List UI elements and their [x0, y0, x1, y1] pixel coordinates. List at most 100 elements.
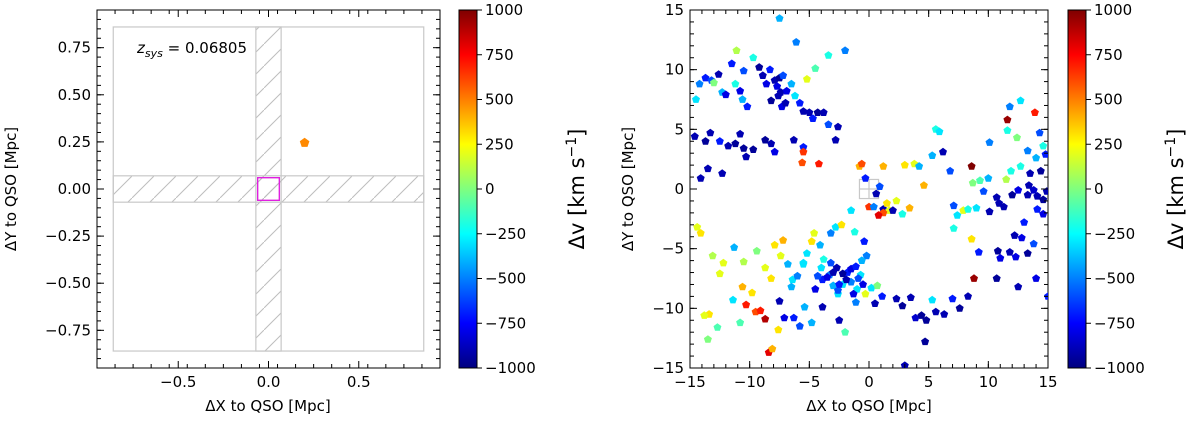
right-ticks: −15 −10 −5 0 5 10 15 −15 −10 −5 0 5 10 15	[652, 1, 1057, 391]
data-point	[905, 203, 914, 212]
data-point	[1024, 181, 1033, 189]
data-point	[824, 51, 833, 59]
data-point	[708, 251, 717, 260]
data-point	[736, 86, 745, 95]
data-point	[761, 314, 770, 323]
data-point	[867, 283, 876, 292]
left-xlabel: ΔX to QSO [Mpc]	[205, 397, 330, 415]
data-point	[1041, 150, 1048, 158]
data-point	[767, 139, 776, 148]
colorbar-tick-label: −1000	[485, 359, 536, 377]
data-point	[928, 295, 937, 304]
data-point	[718, 169, 727, 177]
data-point	[803, 249, 811, 257]
data-point	[1030, 108, 1039, 116]
data-point	[1016, 96, 1025, 105]
data-point	[853, 285, 862, 293]
data-point	[921, 337, 930, 346]
data-point	[767, 96, 776, 105]
data-point	[743, 102, 752, 111]
data-point	[803, 75, 811, 83]
colorbar-tick-label: 750	[485, 46, 514, 64]
data-point	[799, 147, 808, 156]
data-point	[731, 79, 740, 88]
data-point	[738, 95, 747, 103]
x-tick-label: −5	[798, 373, 820, 391]
data-point	[832, 263, 841, 272]
x-tick-label: −10	[734, 373, 766, 391]
data-point	[871, 299, 879, 307]
data-point	[713, 323, 722, 331]
data-point	[738, 282, 747, 291]
data-point	[695, 79, 704, 88]
data-point	[755, 63, 764, 71]
data-point	[696, 229, 705, 237]
data-point	[730, 243, 739, 251]
data-point	[761, 263, 770, 272]
data-point	[1011, 252, 1020, 261]
data-point	[823, 273, 832, 281]
data-point	[878, 292, 887, 300]
x-tick-label: 5	[924, 373, 934, 391]
left-overlays	[112, 26, 425, 352]
data-point	[919, 181, 928, 189]
data-point	[1010, 231, 1019, 239]
data-point	[872, 189, 881, 198]
data-point	[851, 262, 860, 270]
data-point	[791, 91, 799, 100]
data-point	[1023, 249, 1032, 257]
left-colorbar-label: Δv [km s−1]	[564, 129, 589, 250]
data-point	[767, 274, 776, 282]
data-point	[813, 271, 822, 280]
data-point	[739, 66, 748, 75]
data-point	[727, 59, 736, 68]
data-point	[857, 159, 866, 168]
data-point	[888, 206, 897, 214]
data-point	[787, 79, 796, 88]
data-point	[709, 78, 718, 87]
data-point	[774, 325, 783, 334]
data-point	[898, 209, 907, 218]
data-point	[739, 144, 748, 152]
data-point	[829, 281, 838, 290]
qso-box	[256, 176, 281, 202]
data-point	[782, 86, 791, 95]
left-ticks: −0.5 0.0 0.5 −0.75 −0.50 −0.25 0.00 0.25 0.50 0.7…	[45, 9, 441, 391]
data-point	[1029, 239, 1038, 248]
data-point	[851, 298, 860, 306]
data-point	[758, 71, 767, 79]
data-point	[854, 274, 863, 282]
data-point	[696, 174, 705, 182]
data-point	[1033, 205, 1042, 213]
data-point	[770, 147, 779, 156]
y-tick-label: 0.75	[58, 39, 91, 57]
data-point	[1003, 115, 1012, 124]
left-cbar-label-main: Δv [km s	[565, 157, 589, 249]
data-point	[940, 310, 949, 318]
data-point	[749, 145, 758, 153]
x-tick-label: 0.0	[257, 373, 281, 391]
data-point	[861, 289, 870, 298]
data-point	[736, 318, 745, 327]
data-point	[768, 344, 777, 353]
data-point	[869, 202, 878, 211]
x-tick-label: −15	[674, 373, 706, 391]
data-point	[984, 174, 993, 182]
data-point	[841, 46, 850, 54]
data-point	[798, 158, 807, 167]
data-point	[861, 174, 870, 182]
data-point	[766, 65, 774, 74]
data-point	[731, 139, 740, 148]
data-point	[818, 302, 827, 311]
data-point	[781, 98, 790, 107]
data-point	[795, 322, 804, 330]
colorbar-tick-label: 0	[485, 180, 495, 198]
data-point	[1017, 233, 1026, 242]
data-point	[775, 297, 784, 305]
data-point	[817, 263, 826, 272]
data-point	[857, 256, 866, 264]
data-point	[761, 135, 770, 144]
data-point	[928, 151, 937, 159]
data-point	[829, 268, 838, 276]
right-cbar-label-sup: −1	[1163, 137, 1179, 158]
